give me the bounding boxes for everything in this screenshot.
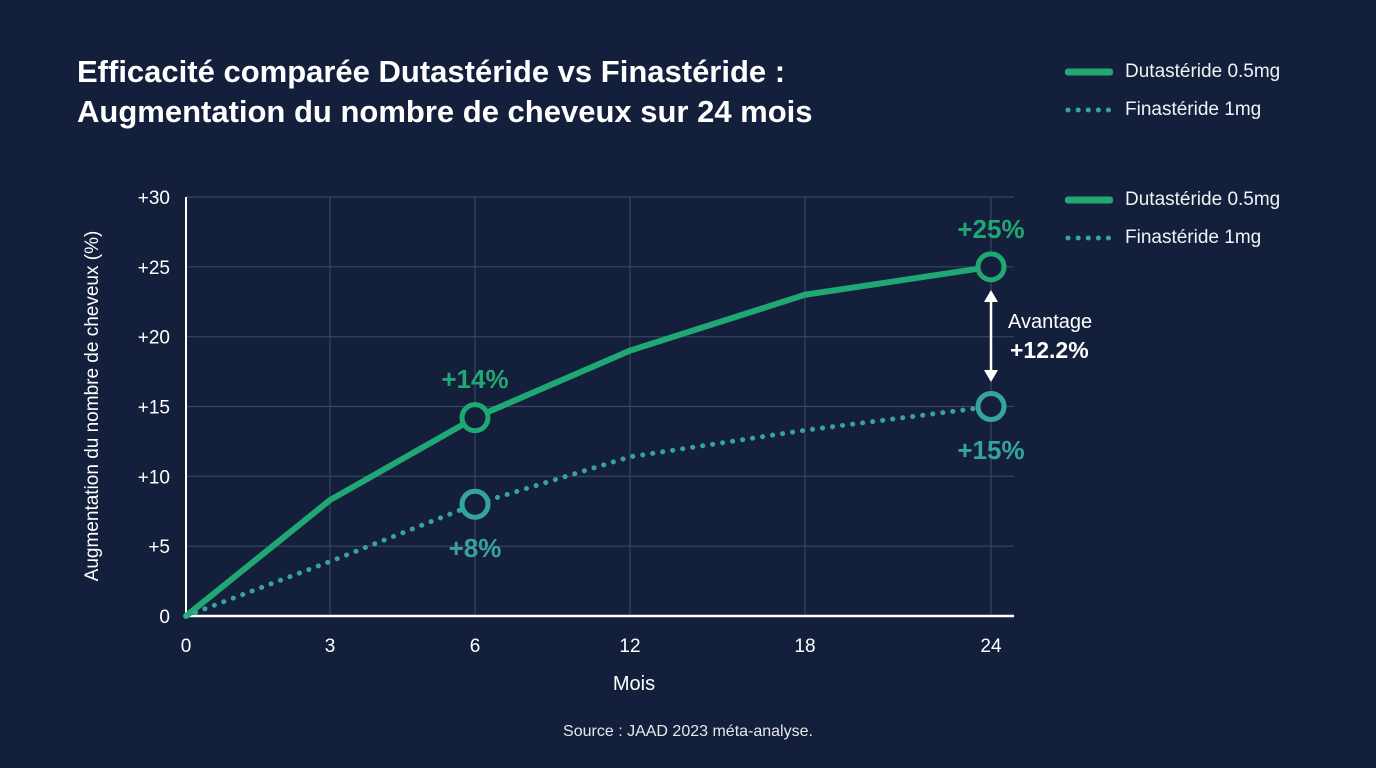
legend-label: Finastéride 1mg: [1125, 227, 1262, 248]
x-tick-label: 3: [325, 636, 336, 657]
annotation-fin-24: +15%: [957, 435, 1024, 465]
legend-item-finasteride: Finastéride 1mg: [1065, 219, 1280, 257]
legend-item-dutasteride: Dutastéride 0.5mg: [1065, 53, 1280, 91]
annotation-dut-6: +14%: [441, 364, 508, 394]
series-lines: [183, 263, 994, 619]
x-tick-label: 6: [470, 636, 481, 657]
annotation-fin-6: +8%: [449, 533, 502, 563]
advantage-arrow-icon: [984, 290, 998, 382]
series-line-finasteride: [183, 404, 994, 619]
legend-side: Dutastéride 0.5mg Finastéride 1mg: [1065, 181, 1280, 257]
x-tick-label: 12: [619, 636, 640, 657]
y-tick-label: +15: [138, 398, 170, 419]
solid-line-swatch-icon: [1065, 68, 1113, 76]
legend-top: Dutastéride 0.5mg Finastéride 1mg: [1065, 53, 1280, 129]
source-note: Source : JAAD 2023 méta-analyse.: [563, 723, 813, 740]
y-tick-label: 0: [159, 607, 170, 628]
tick-labels: 0 +5 +10 +15 +20 +25 +30 0 3 6 12 18 24: [138, 188, 1002, 657]
x-axis-label: Mois: [613, 673, 655, 695]
y-axis-label: Augmentation du nombre de cheveux (%): [82, 231, 103, 582]
y-tick-label: +5: [148, 537, 170, 558]
annotation-dut-24: +25%: [957, 214, 1024, 244]
legend-item-finasteride: Finastéride 1mg: [1065, 91, 1280, 129]
y-tick-label: +25: [138, 258, 170, 279]
dotted-line-swatch-icon: [1065, 235, 1113, 241]
data-point-marker: [975, 391, 1007, 422]
dotted-line-swatch-icon: [1065, 107, 1113, 113]
title-line-2: Augmentation du nombre de cheveux sur 24…: [77, 94, 813, 129]
x-tick-label: 24: [980, 636, 1002, 657]
markers: [459, 251, 1007, 520]
x-tick-label: 18: [794, 636, 815, 657]
axes: [185, 197, 1014, 618]
x-tick-label: 0: [181, 636, 192, 657]
grid: [186, 196, 1014, 616]
solid-line-swatch-icon: [1065, 196, 1113, 204]
data-point-marker: [459, 488, 491, 520]
legend-item-dutasteride: Dutastéride 0.5mg: [1065, 181, 1280, 219]
chart-title: Efficacité comparée Dutastéride vs Finas…: [77, 52, 813, 132]
advantage-label: Avantage: [1008, 311, 1092, 333]
legend-label: Dutastéride 0.5mg: [1125, 61, 1281, 82]
advantage-value: +12.2%: [1010, 337, 1089, 363]
data-point-marker: [975, 251, 1007, 283]
title-line-1: Efficacité comparée Dutastéride vs Finas…: [77, 54, 786, 89]
y-tick-label: +20: [138, 328, 170, 349]
y-tick-label: +10: [138, 467, 170, 488]
legend-label: Finastéride 1mg: [1125, 99, 1262, 120]
data-point-marker: [459, 402, 491, 434]
series-line-dutasteride: [183, 263, 994, 619]
y-tick-label: +30: [138, 188, 170, 209]
legend-label: Dutastéride 0.5mg: [1125, 189, 1281, 210]
